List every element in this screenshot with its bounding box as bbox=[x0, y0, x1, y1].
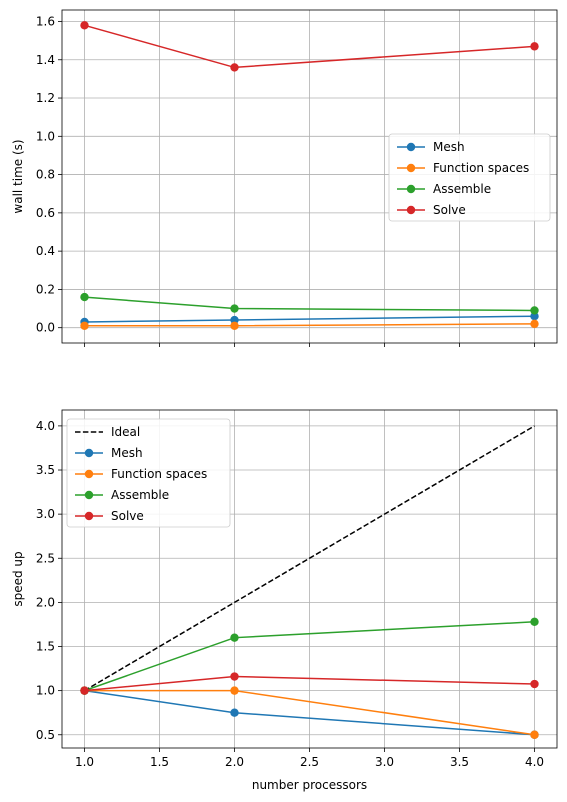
x-axis-label: number processors bbox=[252, 778, 367, 792]
wall-time-chart: 0.0 0.2 0.4 0.6 0.8 1.0 1.2 1.4 1.6 wall time (s)… bbox=[11, 9, 558, 347]
legend-label: Assemble bbox=[433, 182, 491, 196]
y-tick-label: 3.0 bbox=[36, 507, 55, 521]
legend-marker bbox=[406, 205, 416, 215]
x-tick-label: 2.5 bbox=[300, 755, 319, 769]
legend-label: Function spaces bbox=[433, 161, 529, 175]
data-point bbox=[230, 708, 239, 717]
y-tick-label: 1.0 bbox=[36, 129, 55, 143]
legend-marker bbox=[406, 142, 416, 152]
y-tick-label: 1.5 bbox=[36, 640, 55, 654]
legend-box bbox=[66, 418, 231, 528]
data-point bbox=[80, 686, 89, 695]
x-tick-label: 3.5 bbox=[450, 755, 469, 769]
y-tick-label: 0.5 bbox=[36, 728, 55, 742]
legend-marker bbox=[406, 163, 416, 173]
legend-label: Function spaces bbox=[111, 467, 207, 481]
legend-label: Solve bbox=[111, 509, 144, 523]
data-point bbox=[80, 321, 89, 330]
y-tick-label: 0.4 bbox=[36, 244, 55, 258]
y-tick-label: 1.4 bbox=[36, 53, 55, 67]
y-tick-label: 0.8 bbox=[36, 168, 55, 182]
y-tick-label: 1.6 bbox=[36, 14, 55, 28]
y-tick-label: 2.5 bbox=[36, 551, 55, 565]
x-tick-label: 4.0 bbox=[525, 755, 544, 769]
data-point bbox=[230, 63, 239, 72]
legend-label: Mesh bbox=[433, 140, 465, 154]
data-point bbox=[530, 312, 539, 321]
y-tick-label: 4.0 bbox=[36, 419, 55, 433]
legend: Ideal Mesh Function spaces Assemble Solve bbox=[66, 418, 231, 528]
legend-label: Ideal bbox=[111, 425, 140, 439]
y-axis-label: speed up bbox=[11, 551, 25, 606]
legend-box bbox=[388, 133, 551, 222]
legend-label: Assemble bbox=[111, 488, 169, 502]
speed-up-chart: 1.0 1.5 2.0 2.5 3.0 3.5 4.0 0.5 1.0 1.5 2.0 2.5 3.0 3… bbox=[11, 409, 558, 792]
x-tick-label: 1.0 bbox=[75, 755, 94, 769]
data-point bbox=[80, 21, 89, 30]
legend-label: Solve bbox=[433, 203, 466, 217]
data-point bbox=[230, 321, 239, 330]
data-point bbox=[80, 292, 89, 302]
legend: Mesh Function spaces Assemble Solve bbox=[388, 133, 551, 222]
legend-marker bbox=[84, 490, 94, 500]
data-point bbox=[230, 633, 239, 642]
series-line-ideal bbox=[84, 425, 535, 692]
legend-marker bbox=[84, 469, 94, 479]
x-tick-label: 3.0 bbox=[375, 755, 394, 769]
y-axis-label: wall time (s) bbox=[11, 139, 25, 213]
data-point bbox=[530, 617, 539, 627]
y-tick-label: 3.5 bbox=[36, 463, 55, 477]
y-tick-label: 2.0 bbox=[36, 595, 55, 609]
data-point bbox=[230, 315, 239, 325]
legend-marker bbox=[84, 511, 94, 521]
data-point bbox=[530, 679, 539, 689]
data-point bbox=[230, 686, 239, 695]
y-tick-label: 1.0 bbox=[36, 684, 55, 698]
legend-label: Mesh bbox=[111, 446, 143, 460]
data-point bbox=[530, 42, 539, 51]
legend-marker bbox=[84, 448, 94, 458]
x-tick-label: 2.0 bbox=[225, 755, 244, 769]
y-tick-label: 1.2 bbox=[36, 91, 55, 105]
data-point bbox=[530, 319, 539, 329]
y-tick-label: 0.6 bbox=[36, 206, 55, 220]
y-tick-label: 0.2 bbox=[36, 282, 55, 296]
legend-marker bbox=[406, 184, 416, 194]
y-tick-label: 0.0 bbox=[36, 321, 55, 335]
x-tick-label: 1.5 bbox=[150, 755, 169, 769]
data-point bbox=[230, 672, 239, 681]
data-point bbox=[230, 304, 239, 313]
data-point bbox=[530, 306, 539, 315]
data-point bbox=[530, 730, 539, 739]
